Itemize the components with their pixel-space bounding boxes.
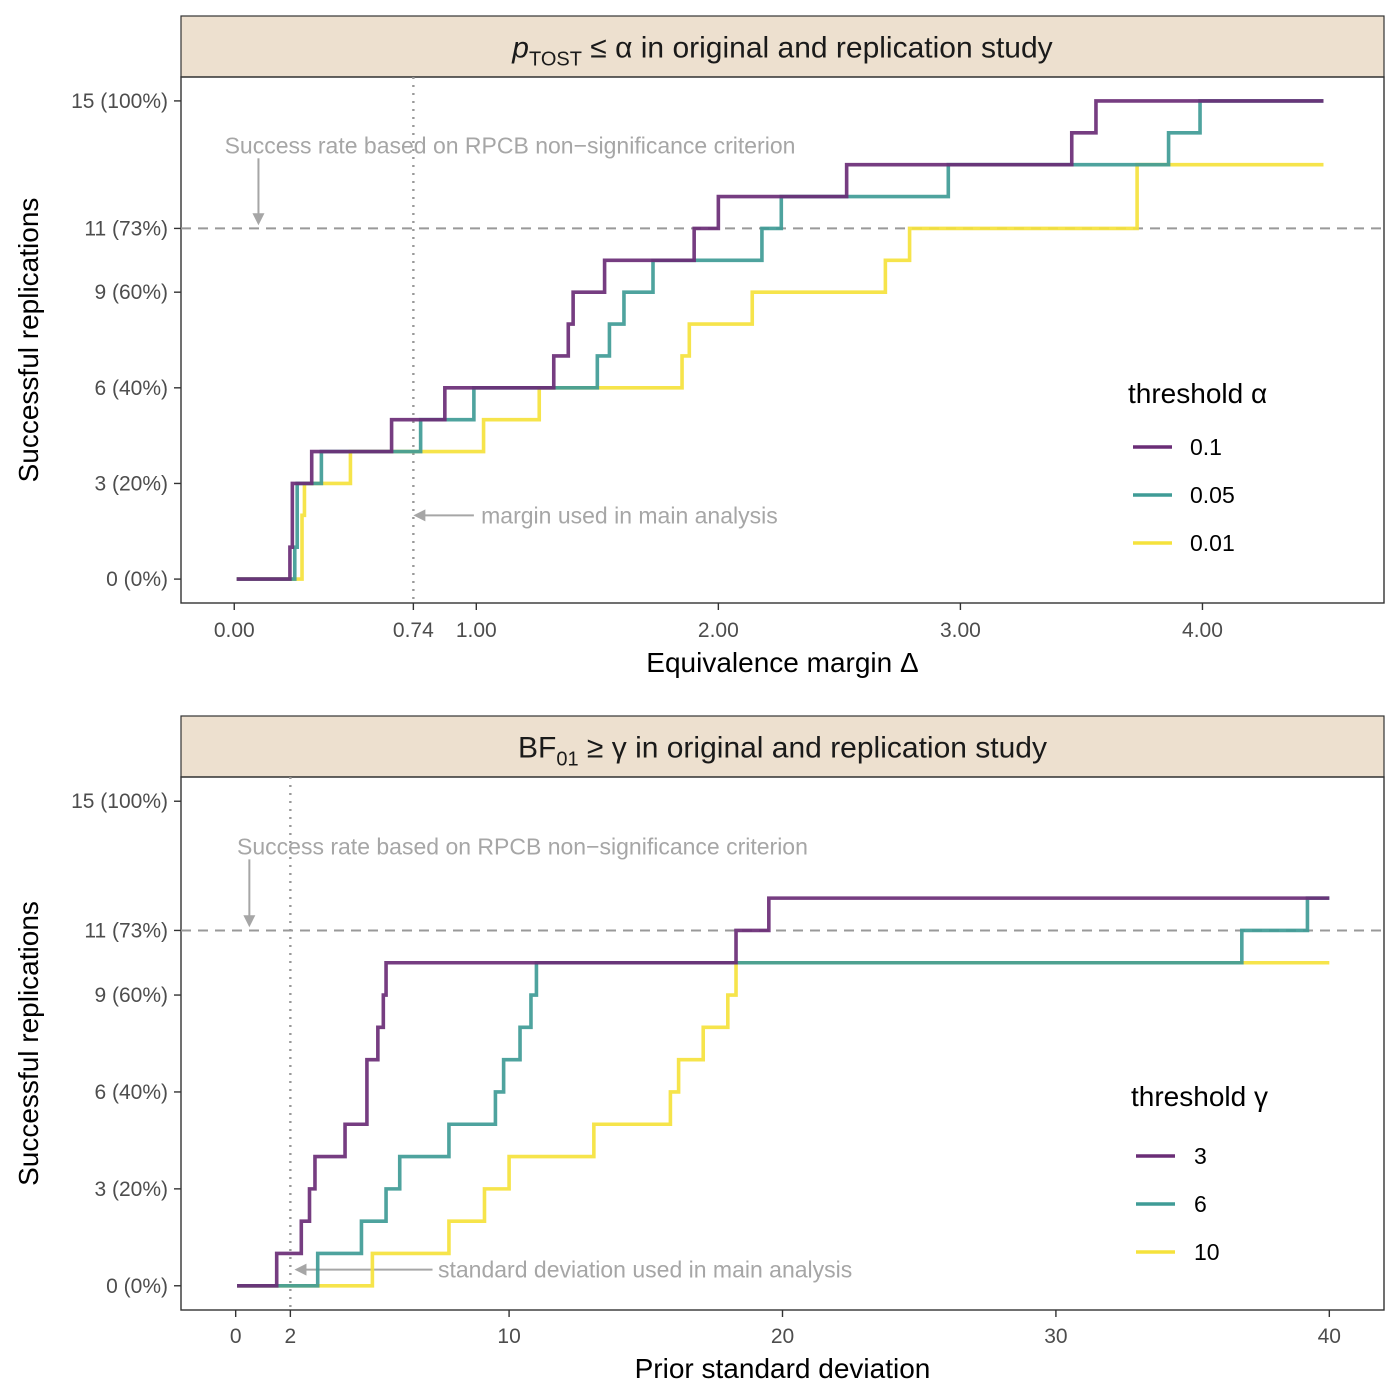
x-axis-title: Equivalence margin Δ [646,647,918,678]
series-line-0-05 [236,99,1324,581]
x-tick-label: 2.00 [698,619,739,642]
y-tick-label: 9 (60%) [94,281,168,304]
main-analysis-arrowhead [294,1263,307,1276]
y-tick-label: 11 (73%) [84,919,168,942]
y-tick-label: 9 (60%) [94,984,168,1007]
success-rate-annotation: Success rate based on RPCB non−significa… [225,133,796,159]
x-tick-label: 0 [230,1325,242,1348]
strip-background [180,715,1385,778]
y-axis-title: Successful replications [13,198,44,483]
y-tick-label: 3 (20%) [94,472,168,495]
x-axis-title: Prior standard deviation [635,1353,931,1384]
legend-label: 3 [1194,1143,1207,1169]
x-tick-label: 0.74 [393,619,434,642]
x-tick-label: 0.00 [214,619,255,642]
legend-title: threshold γ [1131,1081,1268,1112]
panel-bayes-factor: BF01 ≥ γ in original and replication stu… [13,715,1385,1384]
y-axis-title: Successful replications [13,901,44,1186]
y-tick-label: 0 (0%) [106,1275,168,1298]
strip-title-subscript: 01 [556,749,578,771]
x-tick-label: 2 [285,1325,297,1348]
success-rate-arrowhead [252,213,265,226]
series-line-0-1 [236,99,1324,581]
success-rate-annotation: Success rate based on RPCB non−significa… [237,833,808,859]
y-tick-label: 6 (40%) [94,1081,168,1104]
strip-title-rest: ≥ γ in original and replication study [579,732,1047,765]
y-tick-label: 15 (100%) [71,790,168,813]
legend: threshold γ 3 6 10 [1131,1081,1268,1265]
x-tick-label: 20 [771,1325,794,1348]
plot-border [180,76,1385,604]
main-analysis-annotation: margin used in main analysis [481,502,778,528]
strip-title-main: BF [518,732,556,765]
panel-tost: pTOST ≤ α in original and replication st… [13,15,1385,678]
x-tick-label: 3.00 [940,619,981,642]
legend-label: 0.01 [1190,530,1235,556]
x-tick-label: 1.00 [456,619,497,642]
y-tick-label: 11 (73%) [84,217,168,240]
legend-title: threshold α [1128,378,1267,409]
main-analysis-annotation: standard deviation used in main analysis [438,1257,852,1283]
main-analysis-arrowhead [413,509,426,522]
x-tick-label: 4.00 [1182,619,1223,642]
y-tick-label: 3 (20%) [94,1178,168,1201]
strip-background [180,15,1385,78]
series-line-0-01 [236,162,1324,581]
strip-title: BF01 ≥ γ in original and replication stu… [518,732,1047,771]
y-tick-label: 6 (40%) [94,377,168,400]
strip-title-rest: ≤ α in original and replication study [582,32,1053,65]
strip-title: pTOST ≤ α in original and replication st… [511,32,1052,71]
legend-label: 6 [1194,1191,1207,1217]
legend-label: 0.05 [1190,482,1235,508]
legend-label: 10 [1194,1239,1220,1265]
y-tick-label: 0 (0%) [106,568,168,591]
x-tick-label: 40 [1318,1325,1341,1348]
strip-title-subscript: TOST [529,49,582,71]
x-tick-label: 30 [1044,1325,1067,1348]
strip-title-main: p [511,32,529,65]
legend: threshold α 0.1 0.05 0.01 [1128,378,1267,556]
success-rate-arrowhead [243,915,256,928]
series-line-3 [237,896,1330,1288]
series-line-6 [237,896,1330,1288]
series-line-10 [237,960,1330,1288]
x-tick-label: 10 [497,1325,520,1348]
legend-label: 0.1 [1190,434,1222,460]
y-tick-label: 15 (100%) [71,90,168,113]
